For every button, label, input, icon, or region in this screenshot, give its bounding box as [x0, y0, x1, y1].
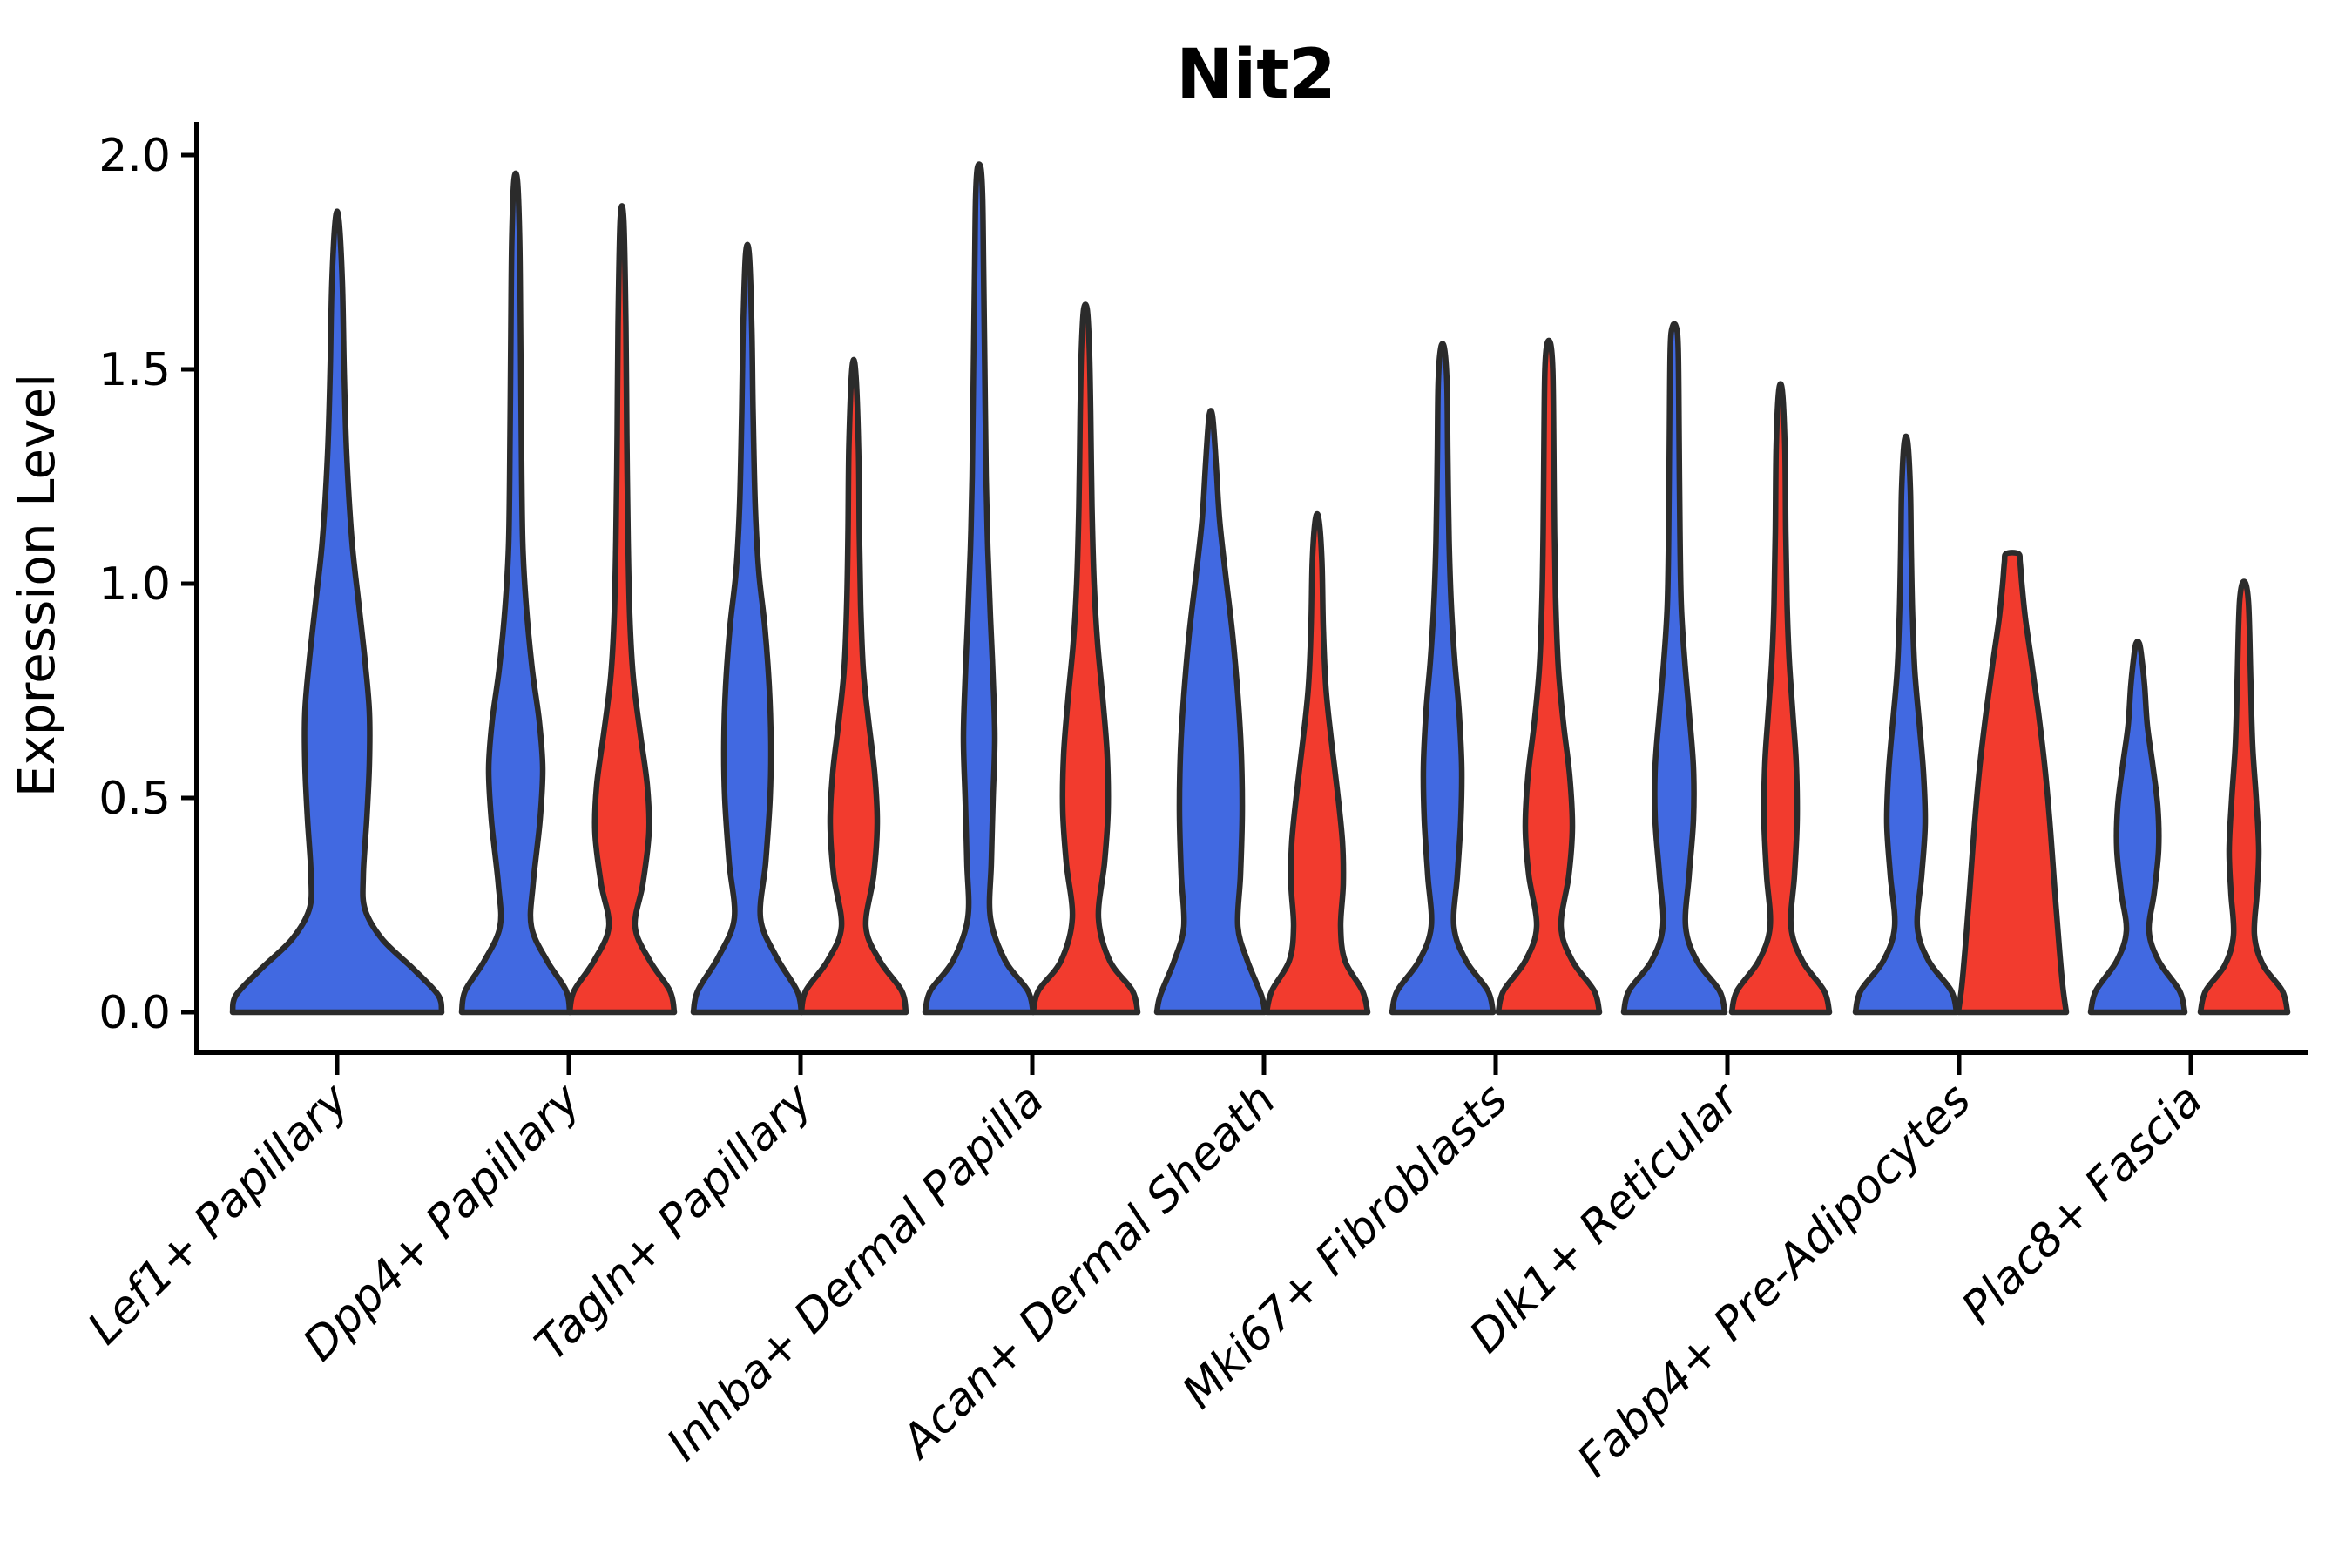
- violins-layer: [229, 161, 2291, 1016]
- violin-blue-0: [229, 208, 445, 1016]
- y-tick-label: 1.0: [98, 558, 171, 611]
- violin-red-6: [1728, 381, 1833, 1016]
- y-tick-label: 0.0: [98, 987, 171, 1039]
- violin-blue-1: [458, 170, 573, 1016]
- y-axis-label: Expression Level: [7, 374, 66, 797]
- violin-blue-6: [1620, 321, 1728, 1016]
- y-tick-labels: 2.0 1.5 1.0 0.5 0.0: [98, 130, 197, 1039]
- chart-title: Nit2: [1176, 36, 1336, 114]
- violin-blue-5: [1389, 341, 1497, 1016]
- violin-red-4: [1263, 510, 1371, 1016]
- violin-red-2: [798, 356, 909, 1016]
- violin-blue-8: [2087, 639, 2188, 1016]
- violin-blue-7: [1852, 433, 1960, 1016]
- violin-blue-2: [690, 241, 805, 1016]
- violin-red-1: [566, 203, 678, 1016]
- y-tick-label: 1.5: [98, 344, 171, 396]
- violin-blue-3: [922, 161, 1037, 1016]
- violin-red-8: [2197, 578, 2291, 1016]
- violin-blue-4: [1153, 408, 1268, 1016]
- y-tick-label: 2.0: [98, 130, 171, 182]
- y-tick-label: 0.5: [98, 773, 171, 825]
- axes-layer: [194, 122, 2308, 1055]
- violin-red-7: [1955, 550, 2070, 1016]
- violin-red-3: [1030, 301, 1141, 1016]
- violin-red-5: [1495, 337, 1603, 1016]
